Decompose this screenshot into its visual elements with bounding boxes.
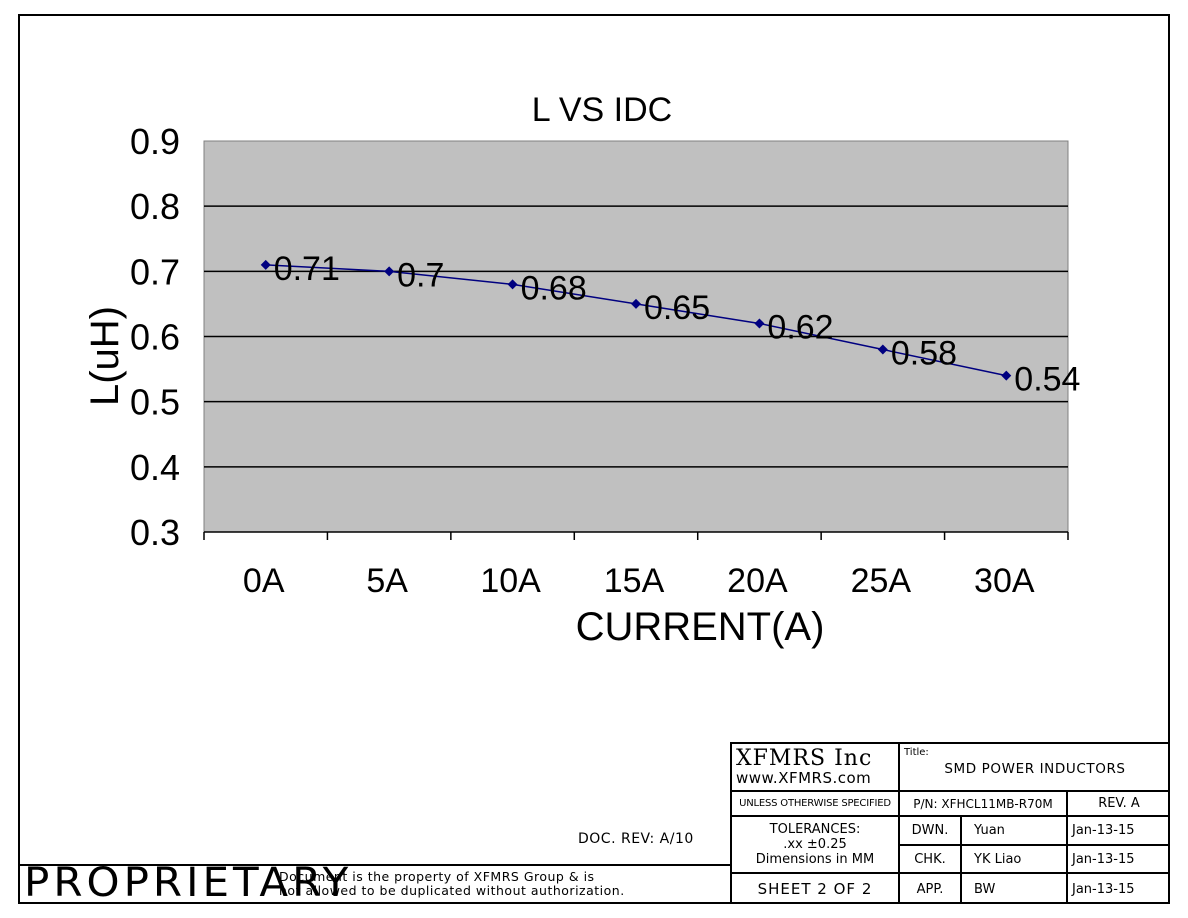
signoff-date: Jan-13-15	[1068, 817, 1170, 846]
data-point-marker	[507, 279, 518, 290]
drawing-title: SMD POWER INDUCTORS	[944, 761, 1126, 777]
chart-title: L VS IDC	[532, 91, 672, 129]
proprietary-notice-line1: Document is the property of XFMRS Group …	[279, 869, 595, 884]
x-axis-ticks: 0A 5A 10A 15A 20A 25A 30A	[203, 531, 1069, 600]
tolerances-value: .xx ±0.25	[783, 837, 847, 852]
data-point-marker	[1001, 370, 1012, 381]
y-tick-label: 0.4	[130, 447, 180, 488]
data-label: 0.7	[397, 256, 444, 294]
data-point-marker	[260, 259, 271, 270]
y-axis-title: L(uH)	[83, 306, 127, 406]
signoff-name: YK Liao	[962, 846, 1068, 874]
proprietary-divider	[18, 864, 730, 866]
x-tick-label: 0A	[243, 562, 285, 600]
proprietary-notice: Document is the property of XFMRS Group …	[279, 870, 625, 898]
signoff-name: Yuan	[962, 817, 1068, 846]
x-axis-title: CURRENT(A)	[576, 605, 825, 649]
signoff-role: DWN.	[900, 817, 962, 846]
x-tick-label: 30A	[974, 562, 1035, 600]
x-tick-label: 5A	[366, 562, 408, 600]
data-label: 0.54	[1014, 361, 1080, 399]
data-labels: 0.71 0.7 0.68 0.65 0.62 0.58 0.54	[274, 250, 1081, 399]
y-tick-label: 0.8	[130, 186, 180, 227]
x-tick-label: 20A	[727, 562, 788, 600]
title-cell: Title: SMD POWER INDUCTORS	[900, 742, 1170, 792]
doc-revision: DOC. REV: A/10	[578, 831, 694, 847]
signoff-role: APP.	[900, 874, 962, 904]
data-point-marker	[754, 318, 765, 329]
data-label: 0.68	[521, 269, 587, 307]
signoff-date: Jan-13-15	[1072, 881, 1135, 897]
unless-specified-cell: UNLESS OTHERWISE SPECIFIED	[730, 792, 900, 817]
part-number-cell: P/N: XFHCL11MB-R70M	[900, 792, 1068, 817]
tolerances-label: TOLERANCES:	[769, 822, 861, 837]
proprietary-notice-line2: not allowed to be duplicated without aut…	[279, 883, 625, 898]
tolerances-cell: TOLERANCES: .xx ±0.25 Dimensions in MM	[730, 817, 900, 874]
y-tick-label: 0.3	[130, 512, 180, 553]
data-label: 0.62	[767, 308, 833, 346]
signoff-name: BW	[962, 874, 1068, 904]
company-website: www.XFMRS.com	[736, 769, 872, 787]
x-tick-label: 10A	[480, 562, 541, 600]
signoff-role: CHK.	[900, 846, 962, 874]
data-label: 0.65	[644, 289, 710, 327]
x-tick-label: 25A	[851, 562, 912, 600]
y-tick-label: 0.7	[130, 251, 180, 292]
series-points	[260, 259, 1012, 381]
y-tick-label: 0.9	[130, 121, 180, 162]
y-tick-label: 0.6	[130, 317, 180, 358]
revision-cell: REV. A	[1068, 792, 1170, 817]
dimensions-unit: Dimensions in MM	[755, 852, 875, 867]
x-tick-label: 15A	[604, 562, 665, 600]
company-name: XFMRS Inc	[736, 746, 873, 771]
data-point-marker	[631, 298, 641, 309]
signoff-date: Jan-13-15	[1068, 846, 1170, 874]
sheet-cell: SHEET 2 OF 2	[730, 874, 900, 904]
data-label: 0.58	[891, 335, 957, 373]
data-point-marker	[877, 344, 888, 355]
gridlines	[204, 205, 1068, 468]
title-label: Title:	[904, 747, 929, 758]
data-point-marker	[384, 266, 395, 277]
proprietary-label: PROPRIETARY	[24, 859, 353, 906]
data-label: 0.71	[274, 250, 340, 288]
y-axis-ticks: 0.9 0.8 0.7 0.6 0.5 0.4 0.3	[130, 121, 180, 553]
company-cell: XFMRS Inc www.XFMRS.com	[730, 742, 900, 792]
y-tick-label: 0.5	[130, 382, 180, 423]
drawing-frame	[18, 14, 1170, 904]
